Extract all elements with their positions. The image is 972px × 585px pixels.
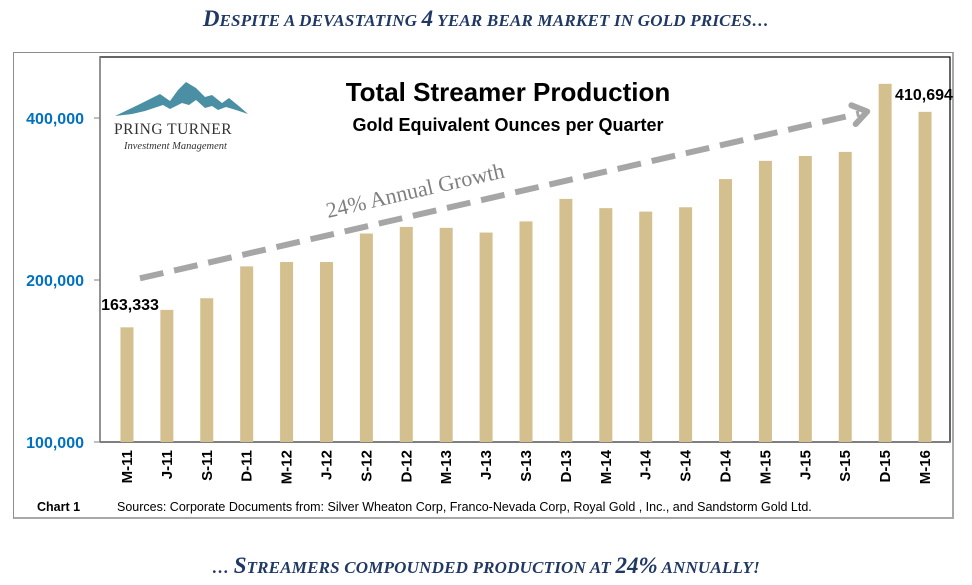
- data-label: 410,694: [895, 87, 953, 104]
- headline-part: ANNUALLY!: [657, 558, 760, 577]
- x-tick-label: D-13: [558, 450, 575, 483]
- x-tick-label: M-13: [438, 450, 455, 484]
- chart-frame: [13, 52, 954, 519]
- bar-S-13: [519, 221, 533, 442]
- chart-subtitle: Gold Equivalent Ounces per Quarter: [352, 115, 663, 135]
- logo-subtitle: Investment Management: [123, 141, 228, 152]
- bar-M-12: [280, 262, 294, 442]
- bar-S-11: [200, 298, 214, 442]
- headline-part: 4: [421, 6, 434, 31]
- x-tick-label: J-11: [159, 450, 176, 479]
- bar-M-14: [599, 208, 613, 442]
- bar-J-12: [319, 262, 333, 442]
- bar-D-15: [878, 83, 892, 442]
- x-tick-label: J-12: [318, 450, 335, 480]
- bar-D-13: [559, 198, 573, 442]
- x-tick-label: J-13: [478, 450, 495, 480]
- headline-part: D: [202, 6, 220, 31]
- logo-name: PRING TURNER: [114, 121, 232, 138]
- x-tick-label: M-11: [119, 450, 136, 483]
- chart-title: Total Streamer Production: [346, 77, 671, 107]
- y-tick-label: 400,000: [26, 111, 84, 128]
- y-tick-label: 200,000: [26, 273, 84, 290]
- x-tick-label: M-15: [757, 450, 774, 484]
- x-tick-label: J-15: [797, 450, 814, 480]
- headline-part: TREAMERS COMPOUNDED PRODUCTION AT: [246, 558, 616, 577]
- x-tick-label: S-15: [837, 450, 854, 482]
- sources-note: Sources: Corporate Documents from: Silve…: [117, 500, 812, 514]
- headline-part: 24%: [615, 553, 658, 578]
- y-ticks: 100,000 200,000 400,000: [26, 111, 100, 452]
- data-labels: 163,333 410,694: [101, 87, 953, 314]
- bar-J-13: [479, 232, 493, 442]
- bar-J-11: [160, 309, 174, 442]
- x-tick-label: S-13: [518, 450, 535, 482]
- logo: PRING TURNER Investment Management: [114, 82, 248, 152]
- bar-S-14: [679, 207, 693, 442]
- bar-S-15: [838, 151, 852, 442]
- x-tick-label: S-11: [199, 450, 216, 481]
- headline-part: S: [233, 553, 247, 578]
- arrow-head-icon: [848, 102, 871, 128]
- x-tick-label: M-16: [917, 450, 934, 484]
- headline-part: ESPITE A DEVASTATING: [219, 11, 422, 30]
- x-tick-label: D-12: [398, 450, 415, 483]
- x-tick-label: M-12: [279, 450, 296, 484]
- headline-part: …: [212, 558, 234, 577]
- headline-part: YEAR BEAR MARKET IN GOLD PRICES…: [433, 11, 770, 30]
- trend-line: [139, 110, 860, 282]
- y-tick-label: 100,000: [26, 435, 84, 452]
- x-tick-label: S-14: [678, 449, 695, 481]
- bars: [120, 83, 932, 443]
- x-tick-label: D-11: [239, 450, 256, 482]
- x-tick-label: J-14: [638, 449, 655, 480]
- data-label: 163,333: [101, 297, 159, 314]
- chart-number-label: Chart 1: [37, 500, 81, 514]
- bar-S-12: [359, 233, 373, 442]
- bottom-headline: … STREAMERS COMPOUNDED PRODUCTION AT 24%…: [0, 553, 972, 579]
- x-tick-label: S-12: [358, 450, 375, 482]
- bar-J-15: [798, 155, 812, 442]
- bar-D-12: [399, 226, 413, 442]
- mountain-logo-icon: [115, 82, 248, 116]
- bar-M-13: [439, 227, 453, 442]
- bar-D-14: [719, 179, 733, 443]
- bar-J-14: [639, 211, 653, 442]
- x-tick-label: D-15: [877, 450, 894, 483]
- x-tick-label: M-14: [598, 449, 615, 484]
- x-ticks: M-11 J-11 S-11 D-11 M-12 J-12 S-12 D-12 M-13 J-13…: [119, 449, 934, 484]
- x-tick-label: D-14: [718, 449, 735, 482]
- bar-D-11: [240, 266, 254, 442]
- bar-M-15: [758, 160, 772, 443]
- bar-M-11: [120, 327, 134, 442]
- bar-M-16: [918, 111, 932, 443]
- top-headline: DESPITE A DEVASTATING 4 YEAR BEAR MARKET…: [0, 6, 972, 32]
